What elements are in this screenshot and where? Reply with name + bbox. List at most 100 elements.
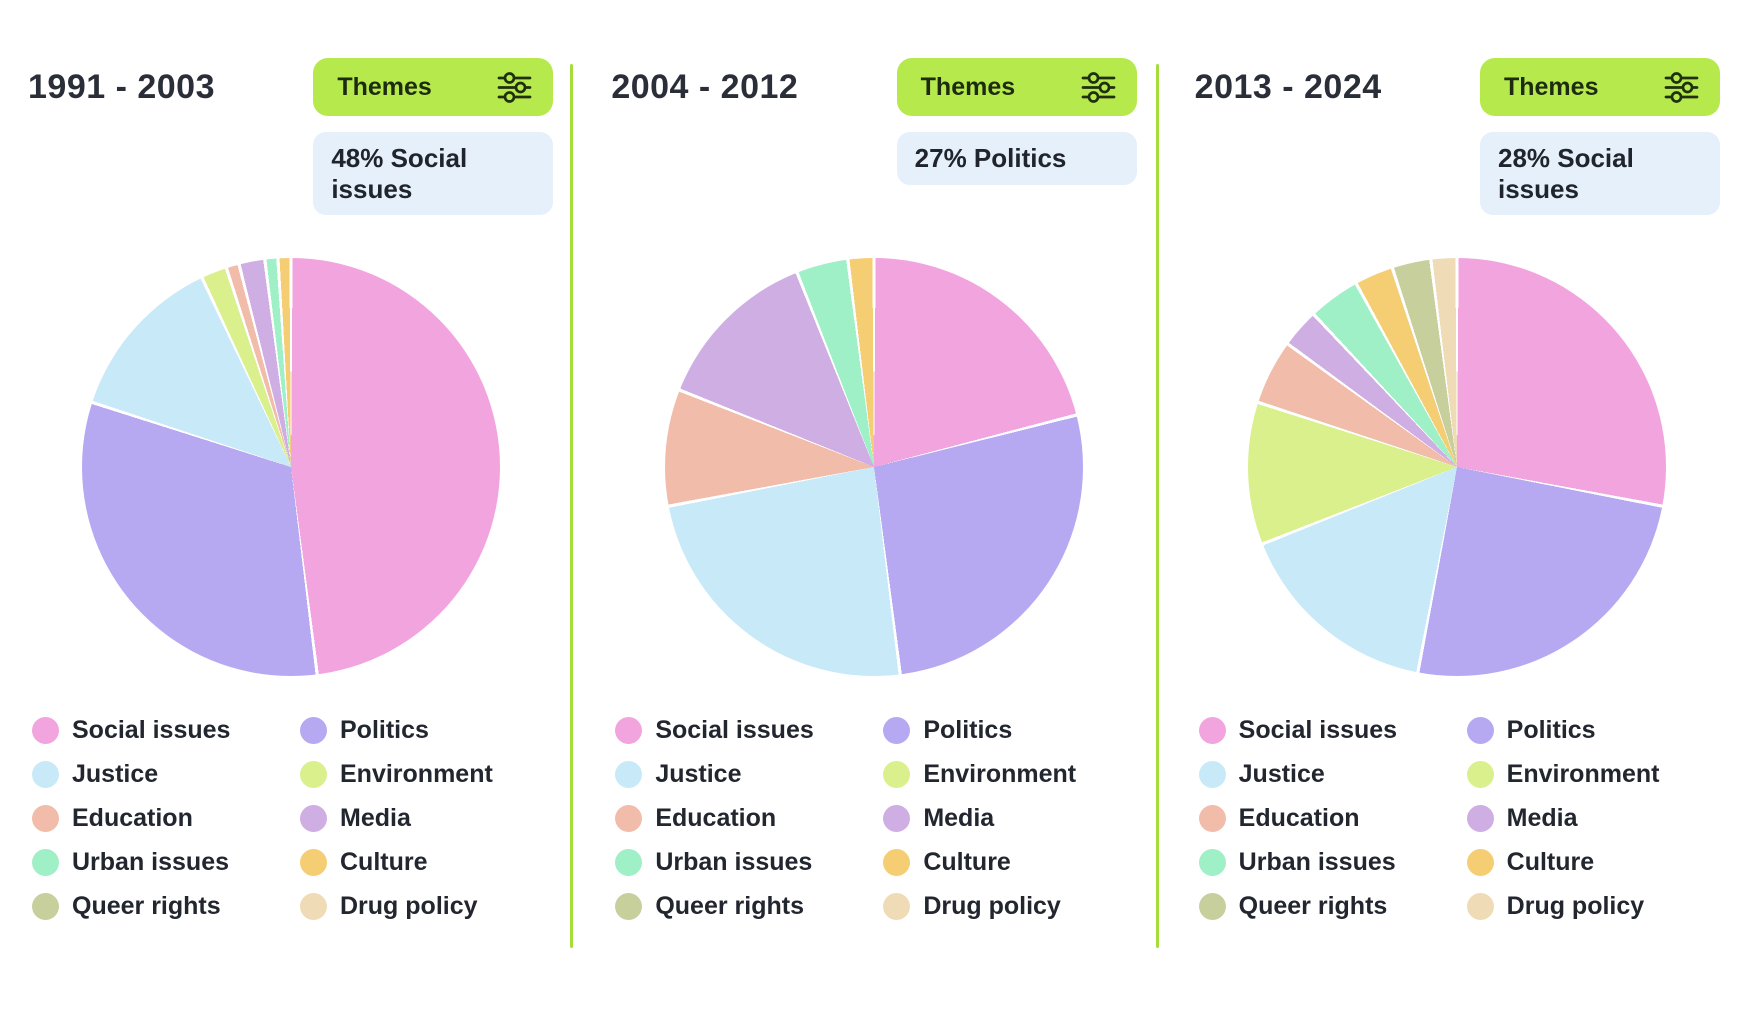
legend-label: Education [72,803,193,832]
legend-item: Culture [883,848,1136,876]
legend-dot [300,716,327,744]
legend-dot [32,760,59,788]
legend-dot [32,892,59,920]
legend-dot [1198,716,1226,744]
legend-dot [32,848,59,876]
legend-item: Environment [1466,759,1720,788]
legend-label: Drug policy [923,891,1061,920]
legend-dot [300,760,327,788]
legend-item: Urban issues [615,848,883,876]
legend: Social issues Politics Justice Environment E… [28,716,553,920]
legend-dot [615,848,643,876]
themes-button-label: Themes [1503,72,1599,101]
stat-slot: 27% Politics [611,132,1137,228]
legend-item: Social issues [32,716,300,744]
sliders-icon [497,71,532,103]
legend-label: Politics [1506,715,1596,744]
legend-item: Media [300,804,553,832]
legend-label: Social issues [1238,715,1398,744]
legend-item: Urban issues [1198,848,1467,876]
legend-dot [1198,760,1226,788]
sliders-icon [1081,71,1116,103]
legend-dot [883,716,911,744]
themes-filter-button[interactable]: Themes [896,58,1137,116]
panel-1991-2003: 1991 - 2003 Themes 48% Social issues [0,0,583,1010]
legend-dot [615,716,643,744]
legend-item: Education [1198,803,1467,832]
legend-label: Queer rights [1238,891,1388,920]
panel-header: 2013 - 2024 Themes [1195,58,1720,116]
panel-divider [1156,64,1159,948]
legend-label: Culture [923,847,1011,876]
legend-label: Media [340,803,411,832]
legend-item: Media [883,804,1136,832]
legend-item: Education [615,804,883,832]
period-title: 1991 - 2003 [28,67,215,106]
legend-item: Environment [300,760,553,788]
legend-item: Drug policy [1466,892,1720,920]
legend-dot [1198,848,1226,876]
legend-dot [615,892,643,920]
legend-label: Culture [1506,847,1595,876]
legend-label: Urban issues [72,847,230,876]
legend-label: Queer rights [655,891,804,920]
legend-dot [1466,760,1494,788]
legend-item: Queer rights [1198,891,1467,920]
legend-dot [32,716,59,744]
panel-header: 2004 - 2012 Themes [611,58,1137,116]
legend-dot [1466,892,1494,920]
pie-row [28,258,553,676]
legend-label: Environment [340,759,493,788]
pie-row [1195,258,1720,676]
legend-dot [32,804,59,832]
legend-item: Politics [1466,715,1720,744]
legend-item: Environment [883,760,1136,788]
legend-label: Education [1238,803,1360,832]
legend-item: Social issues [615,716,883,744]
legend-dot [1466,804,1494,832]
legend: Social issues Politics Justice Environment E… [611,716,1136,920]
legend-dot [300,848,327,876]
themes-button-label: Themes [337,72,432,101]
legend-dot [1198,892,1226,920]
legend-dot [300,804,327,832]
legend-item: Justice [1198,760,1467,788]
pie-chart[interactable] [664,258,1083,676]
legend-dot [1198,804,1226,832]
stat-badge: 27% Politics [896,132,1137,185]
pie-chart[interactable] [1248,258,1667,676]
legend-item: Politics [300,716,553,744]
legend-label: Justice [655,759,742,788]
legend-label: Environment [1506,759,1660,788]
legend-dot [883,892,911,920]
legend-dot [615,804,643,832]
legend-label: Environment [923,759,1077,788]
panel-2004-2012: 2004 - 2012 Themes 27% Politics [583,0,1166,1010]
legend-item: Politics [883,716,1136,744]
legend-dot [300,892,327,920]
stat-badge: 28% Social issues [1479,132,1720,216]
panel-divider [570,64,573,948]
legend-item: Drug policy [883,892,1136,920]
legend-item: Education [32,804,300,832]
stat-slot: 28% Social issues [1195,132,1720,228]
legend-label: Justice [72,759,159,788]
legend-label: Social issues [655,715,814,744]
legend-dot [883,804,911,832]
pie-row [611,258,1136,676]
legend-label: Queer rights [72,891,221,920]
themes-filter-button[interactable]: Themes [313,58,554,116]
legend-item: Queer rights [32,892,300,920]
legend-dot [615,760,643,788]
legend: Social issues Politics Justice Environment E… [1195,716,1720,920]
legend-label: Media [1506,803,1578,832]
period-title: 2004 - 2012 [611,67,799,106]
pie-chart[interactable] [81,258,500,676]
legend-dot [1466,716,1494,744]
themes-button-label: Themes [920,72,1016,101]
themes-filter-button[interactable]: Themes [1479,58,1720,116]
legend-dot [883,760,911,788]
legend-item: Drug policy [300,892,553,920]
stat-badge: 48% Social issues [313,132,554,216]
